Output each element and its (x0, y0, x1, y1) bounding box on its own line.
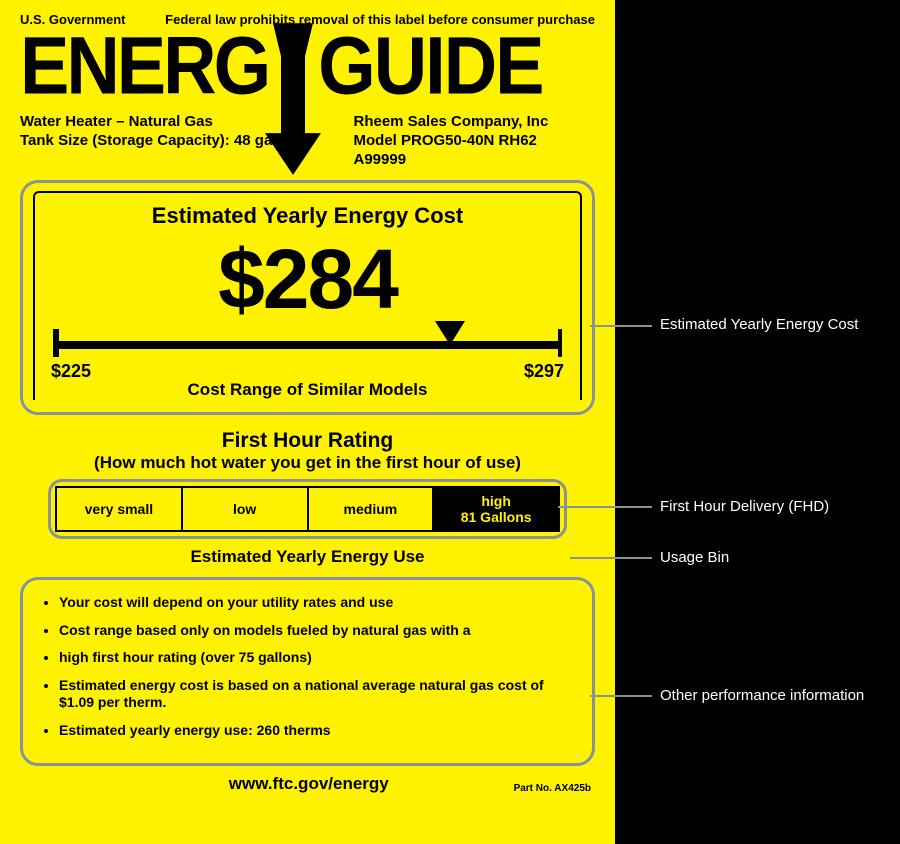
bin-label: low (233, 501, 256, 517)
fhr-title: First Hour Rating (20, 429, 595, 453)
footer-part: Part No. AX425b (514, 783, 591, 794)
info-item: Your cost will depend on your utility ra… (59, 594, 574, 612)
cost-scale (53, 327, 562, 357)
footer: www.ftc.gov/energy Part No. AX425b (20, 774, 595, 794)
callout-line (558, 506, 652, 508)
info-item: Cost range based only on models fueled b… (59, 622, 574, 640)
logo-right: GUIDE (318, 25, 542, 106)
bin-cell: low (183, 488, 309, 530)
footer-url: www.ftc.gov/energy (229, 774, 389, 794)
company: Rheem Sales Company, Inc (354, 113, 596, 130)
logo-left: ENERG (20, 25, 268, 106)
callout-cost: Estimated Yearly Energy Cost (660, 316, 858, 333)
info-item: high first hour rating (over 75 gallons) (59, 649, 574, 667)
fhr-subtitle: (How much hot water you get in the first… (20, 453, 595, 473)
cost-marker-icon (435, 321, 465, 350)
cost-value: $284 (35, 237, 580, 321)
callout-line (590, 325, 652, 327)
model: Model PROG50-40N RH62 (354, 132, 596, 149)
bin-sublabel: 81 Gallons (461, 509, 532, 525)
info-item: Estimated energy cost is based on a nati… (59, 677, 574, 712)
energyguide-label: U.S. Government Federal law prohibits re… (0, 0, 615, 844)
info-list: Your cost will depend on your utility ra… (41, 594, 574, 739)
serial: A99999 (354, 151, 596, 168)
cost-max: $297 (524, 361, 564, 382)
info-item: Estimated yearly energy use: 260 therms (59, 722, 574, 740)
bin-label: high (481, 493, 511, 509)
info-section: Your cost will depend on your utility ra… (20, 577, 595, 766)
cost-title: Estimated Yearly Energy Cost (35, 203, 580, 229)
callout-fhd: First Hour Delivery (FHD) (660, 498, 829, 515)
cost-min: $225 (51, 361, 91, 382)
cost-section: Estimated Yearly Energy Cost $284 $225 $… (20, 180, 595, 415)
usage-bin-section: very small low medium high81 Gallons (48, 479, 567, 539)
bin-cell: very small (57, 488, 183, 530)
bin-cell: high81 Gallons (434, 488, 558, 530)
callout-other: Other performance information (660, 687, 864, 704)
callout-line (570, 557, 652, 559)
bin-row: very small low medium high81 Gallons (55, 486, 560, 532)
bin-label: very small (85, 501, 154, 517)
callout-line (590, 695, 652, 697)
logo: ENERG GUIDE (20, 29, 595, 109)
bin-label: medium (344, 501, 398, 517)
use-title: Estimated Yearly Energy Use (20, 547, 595, 567)
callout-bin: Usage Bin (660, 549, 729, 566)
bin-cell: medium (309, 488, 435, 530)
cost-range-label: Cost Range of Similar Models (35, 380, 580, 400)
